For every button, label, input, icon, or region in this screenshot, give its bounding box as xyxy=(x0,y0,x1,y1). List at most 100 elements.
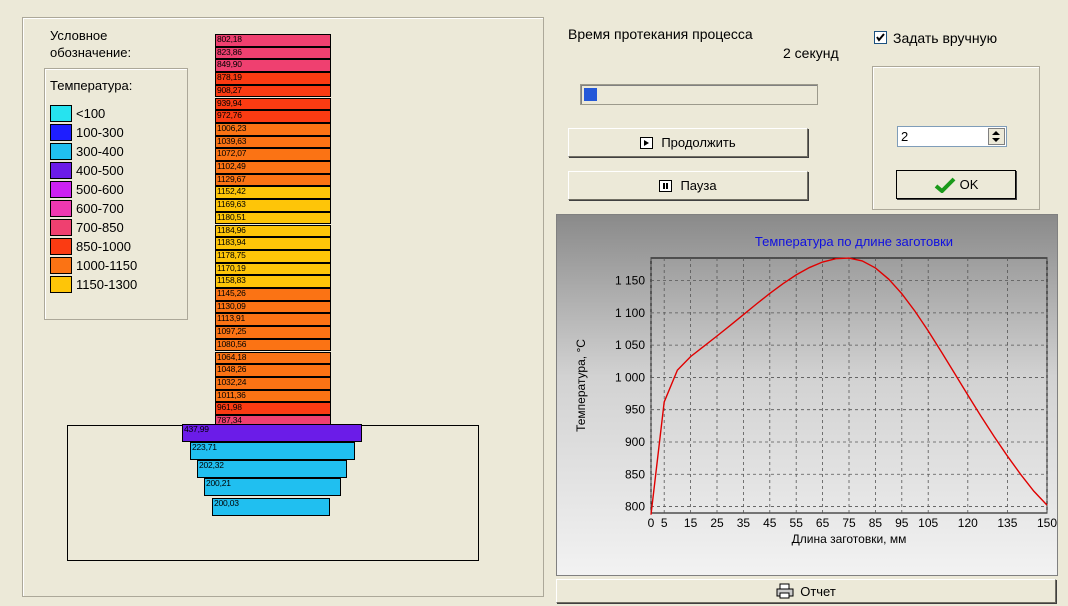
billet-segment: 1039,63 xyxy=(215,135,331,149)
pause-button[interactable]: Пауза xyxy=(568,171,808,200)
billet-segment: 1169,63 xyxy=(215,199,331,212)
legend-label: 1150-1300 xyxy=(76,277,138,292)
pause-icon xyxy=(659,179,673,192)
y-tick-label: 1 050 xyxy=(615,338,645,352)
billet-segment: 823,86 xyxy=(215,46,331,60)
billet-segment: 1064,18 xyxy=(215,351,331,365)
billet-segment: 908,27 xyxy=(215,84,331,98)
y-tick-label: 1 100 xyxy=(615,306,645,320)
legend-swatch xyxy=(50,200,72,217)
legend-item: 100-300 xyxy=(50,123,124,142)
process-time-value: 2 секунд xyxy=(783,45,839,61)
legend-item: 600-700 xyxy=(50,199,124,218)
legend-item: 1000-1150 xyxy=(50,256,137,275)
y-tick-label: 900 xyxy=(625,435,645,449)
legend-label: 1000-1150 xyxy=(76,258,138,273)
y-tick-label: 1 000 xyxy=(615,370,645,384)
x-tick-label: 75 xyxy=(842,516,856,530)
billet-segment: 972,76 xyxy=(215,110,331,123)
billet-segment: 1113,91 xyxy=(215,313,331,327)
y-tick-label: 850 xyxy=(625,467,645,481)
legend-label: 100-300 xyxy=(76,125,124,140)
x-tick-label: 135 xyxy=(997,516,1017,530)
y-tick-label: 800 xyxy=(625,500,645,514)
legend-label: 500-600 xyxy=(76,182,124,197)
x-tick-label: 45 xyxy=(763,516,777,530)
chart-svg: Температура по длине заготовки 0 5 15 25 35 45… xyxy=(574,234,1057,546)
legend-label: 850-1000 xyxy=(76,239,131,254)
billet-segment: 1048,26 xyxy=(215,364,331,377)
x-tick-label: 65 xyxy=(816,516,830,530)
legend-item: 400-500 xyxy=(50,161,124,180)
billet-segment: 1145,26 xyxy=(215,288,331,301)
x-tick-label: 15 xyxy=(684,516,698,530)
legend-label: 300-400 xyxy=(76,144,124,159)
legend-item: <100 xyxy=(50,104,105,123)
billet-segment: 1032,24 xyxy=(215,376,331,390)
checkmark-icon xyxy=(876,33,885,42)
manual-checkbox-label[interactable]: Задать вручную xyxy=(893,30,998,46)
legend-item: 850-1000 xyxy=(50,237,131,256)
billet-segment: 1152,42 xyxy=(215,186,331,200)
manual-checkbox[interactable] xyxy=(874,31,887,44)
billet-segment: 1080,56 xyxy=(215,338,331,352)
x-tick-label: 105 xyxy=(918,516,938,530)
die-segment: 200,03 xyxy=(212,498,330,516)
billet-segment: 802,18 xyxy=(215,34,331,47)
legend-swatch xyxy=(50,124,72,141)
report-button-label: Отчет xyxy=(800,583,836,599)
legend-item: 700-850 xyxy=(50,218,124,237)
die-segment: 200,21 xyxy=(204,478,341,496)
x-tick-label: 85 xyxy=(869,516,883,530)
manual-group xyxy=(872,66,1040,210)
temperature-chart: Температура по длине заготовки 0 5 15 25 35 45… xyxy=(556,214,1058,576)
billet-segment: 849,90 xyxy=(215,59,331,73)
temperature-line xyxy=(650,257,1048,515)
die-segment: 223,71 xyxy=(190,442,355,460)
x-tick-label: 5 xyxy=(661,516,668,530)
billet-segment: 1097,25 xyxy=(215,326,331,339)
legend-label: 400-500 xyxy=(76,163,124,178)
x-tick-label: 35 xyxy=(737,516,751,530)
x-tick-label: 55 xyxy=(790,516,804,530)
legend-label: <100 xyxy=(76,106,106,121)
billet-segment: 878,19 xyxy=(215,72,331,85)
x-tick-label: 95 xyxy=(895,516,909,530)
legend-item: 500-600 xyxy=(50,180,124,199)
legend-swatch xyxy=(50,219,72,236)
x-tick-label: 150 xyxy=(1037,516,1057,530)
progress-bar xyxy=(580,84,818,105)
continue-button-label: Продолжить xyxy=(661,135,736,150)
time-spin-input[interactable]: 2 xyxy=(897,126,1007,147)
billet-segment: 1011,36 xyxy=(215,389,331,403)
billet-segment: 1184,96 xyxy=(215,224,331,238)
continue-button[interactable]: Продолжить xyxy=(568,128,808,157)
billet-segment: 1170,19 xyxy=(215,262,331,276)
billet-segment: 1178,75 xyxy=(215,249,331,263)
legend-item: 1150-1300 xyxy=(50,275,137,294)
temperature-label: Температура: xyxy=(50,78,133,93)
legend-swatch xyxy=(50,181,72,198)
billet-segment: 1180,51 xyxy=(215,211,331,225)
legend-swatch xyxy=(50,143,72,160)
spin-buttons[interactable] xyxy=(988,128,1005,145)
report-button[interactable]: Отчет xyxy=(556,579,1056,603)
die-segment: 437,99 xyxy=(182,424,362,442)
billet-segment: 1006,23 xyxy=(215,122,331,136)
y-tick-label: 950 xyxy=(625,403,645,417)
temperature-legend xyxy=(44,68,188,320)
billet-segment: 961,98 xyxy=(215,402,331,415)
legend-swatch xyxy=(50,276,72,293)
legend-title-line1: Условное xyxy=(50,28,108,43)
ok-button-label: OK xyxy=(959,177,979,192)
legend-swatch xyxy=(50,162,72,179)
x-axis-label: Длина заготовки, мм xyxy=(792,532,907,546)
pause-button-label: Пауза xyxy=(680,178,717,193)
billet-segment: 1129,67 xyxy=(215,173,331,187)
ok-button[interactable]: OK xyxy=(896,170,1016,199)
chart-title: Температура по длине заготовки xyxy=(755,234,953,249)
printer-icon xyxy=(776,583,794,599)
time-spin-value: 2 xyxy=(901,129,909,144)
billet-segment: 1158,83 xyxy=(215,275,331,288)
y-axis-label: Температура, °С xyxy=(574,339,588,432)
